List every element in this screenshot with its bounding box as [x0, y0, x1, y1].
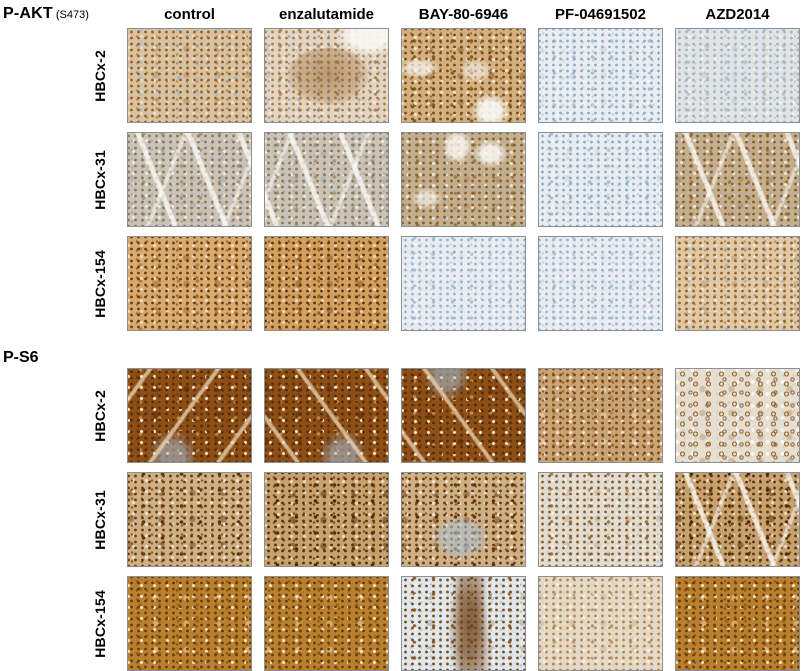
ihc-image-pakt-hbcx-31-control: [127, 132, 252, 227]
row-label-hbcx-31: HBCx-31: [92, 149, 108, 210]
ihc-image-pakt-hbcx-154-azd2014: [675, 236, 800, 331]
ihc-image-ps6-hbcx-31-azd2014: [675, 472, 800, 567]
row-label-hbcx-2: HBCx-2: [92, 49, 108, 102]
row-pakt-hbcx-2: HBCx-2: [0, 28, 802, 123]
ihc-image-ps6-hbcx-2-bay-80-6946: [401, 368, 526, 463]
header-row: P-AKT (S473) control enzalutamide BAY-80-69…: [0, 0, 802, 28]
panel1-label: P-AKT (S473): [0, 5, 115, 23]
ihc-image-ps6-hbcx-2-enzalutamide: [264, 368, 389, 463]
ihc-image-pakt-hbcx-2-bay-80-6946: [401, 28, 526, 123]
ihc-image-ps6-hbcx-2-azd2014: [675, 368, 800, 463]
row-label-cell: HBCx-2: [0, 368, 115, 463]
panel1-label-main: P-AKT: [3, 5, 53, 22]
row-label-cell: HBCx-31: [0, 132, 115, 227]
row-label-hbcx-31: HBCx-31: [92, 489, 108, 550]
ihc-image-pakt-hbcx-31-pf-04691502: [538, 132, 663, 227]
row-pakt-hbcx-154: HBCx-154: [0, 236, 802, 331]
ihc-image-pakt-hbcx-2-control: [127, 28, 252, 123]
row-label-hbcx-154: HBCx-154: [92, 249, 108, 318]
row-label-hbcx-2: HBCx-2: [92, 389, 108, 442]
ihc-image-ps6-hbcx-31-bay-80-6946: [401, 472, 526, 567]
ihc-image-ps6-hbcx-2-control: [127, 368, 252, 463]
ihc-image-pakt-hbcx-154-control: [127, 236, 252, 331]
panel2-label: P-S6: [3, 349, 39, 366]
ihc-image-pakt-hbcx-2-azd2014: [675, 28, 800, 123]
ihc-image-pakt-hbcx-154-bay-80-6946: [401, 236, 526, 331]
row-label-cell: HBCx-2: [0, 28, 115, 123]
panel1-label-sub: (S473): [55, 9, 89, 21]
column-header-pf-04691502: PF-04691502: [555, 5, 646, 23]
ihc-image-ps6-hbcx-154-azd2014: [675, 576, 800, 671]
ihc-image-pakt-hbcx-31-bay-80-6946: [401, 132, 526, 227]
section-break: P-S6: [0, 331, 802, 368]
row-ps6-hbcx-2: HBCx-2: [0, 368, 802, 463]
ihc-image-ps6-hbcx-154-enzalutamide: [264, 576, 389, 671]
ihc-image-pakt-hbcx-154-enzalutamide: [264, 236, 389, 331]
ihc-image-ps6-hbcx-31-control: [127, 472, 252, 567]
ihc-image-ps6-hbcx-154-pf-04691502: [538, 576, 663, 671]
panel-p-s6: HBCx-2 HBCx-31 HBCx-154: [0, 368, 802, 671]
ihc-image-pakt-hbcx-2-enzalutamide: [264, 28, 389, 123]
row-pakt-hbcx-31: HBCx-31: [0, 132, 802, 227]
row-label-hbcx-154: HBCx-154: [92, 589, 108, 658]
ihc-image-ps6-hbcx-154-bay-80-6946: [401, 576, 526, 671]
ihc-image-ps6-hbcx-31-pf-04691502: [538, 472, 663, 567]
ihc-image-pakt-hbcx-31-azd2014: [675, 132, 800, 227]
row-ps6-hbcx-31: HBCx-31: [0, 472, 802, 567]
ihc-image-ps6-hbcx-2-pf-04691502: [538, 368, 663, 463]
column-header-bay-80-6946: BAY-80-6946: [418, 5, 509, 23]
ihc-image-pakt-hbcx-154-pf-04691502: [538, 236, 663, 331]
ihc-image-ps6-hbcx-154-control: [127, 576, 252, 671]
column-header-azd2014: AZD2014: [705, 5, 770, 23]
ihc-image-ps6-hbcx-31-enzalutamide: [264, 472, 389, 567]
ihc-image-pakt-hbcx-31-enzalutamide: [264, 132, 389, 227]
row-label-cell: HBCx-31: [0, 472, 115, 567]
row-label-cell: HBCx-154: [0, 236, 115, 331]
ihc-image-pakt-hbcx-2-pf-04691502: [538, 28, 663, 123]
panel-p-akt: HBCx-2 HBCx-31 HBCx-154: [0, 28, 802, 331]
row-label-cell: HBCx-154: [0, 576, 115, 671]
row-ps6-hbcx-154: HBCx-154: [0, 576, 802, 671]
column-header-enzalutamide: enzalutamide: [278, 5, 375, 23]
column-header-control: control: [164, 5, 215, 23]
